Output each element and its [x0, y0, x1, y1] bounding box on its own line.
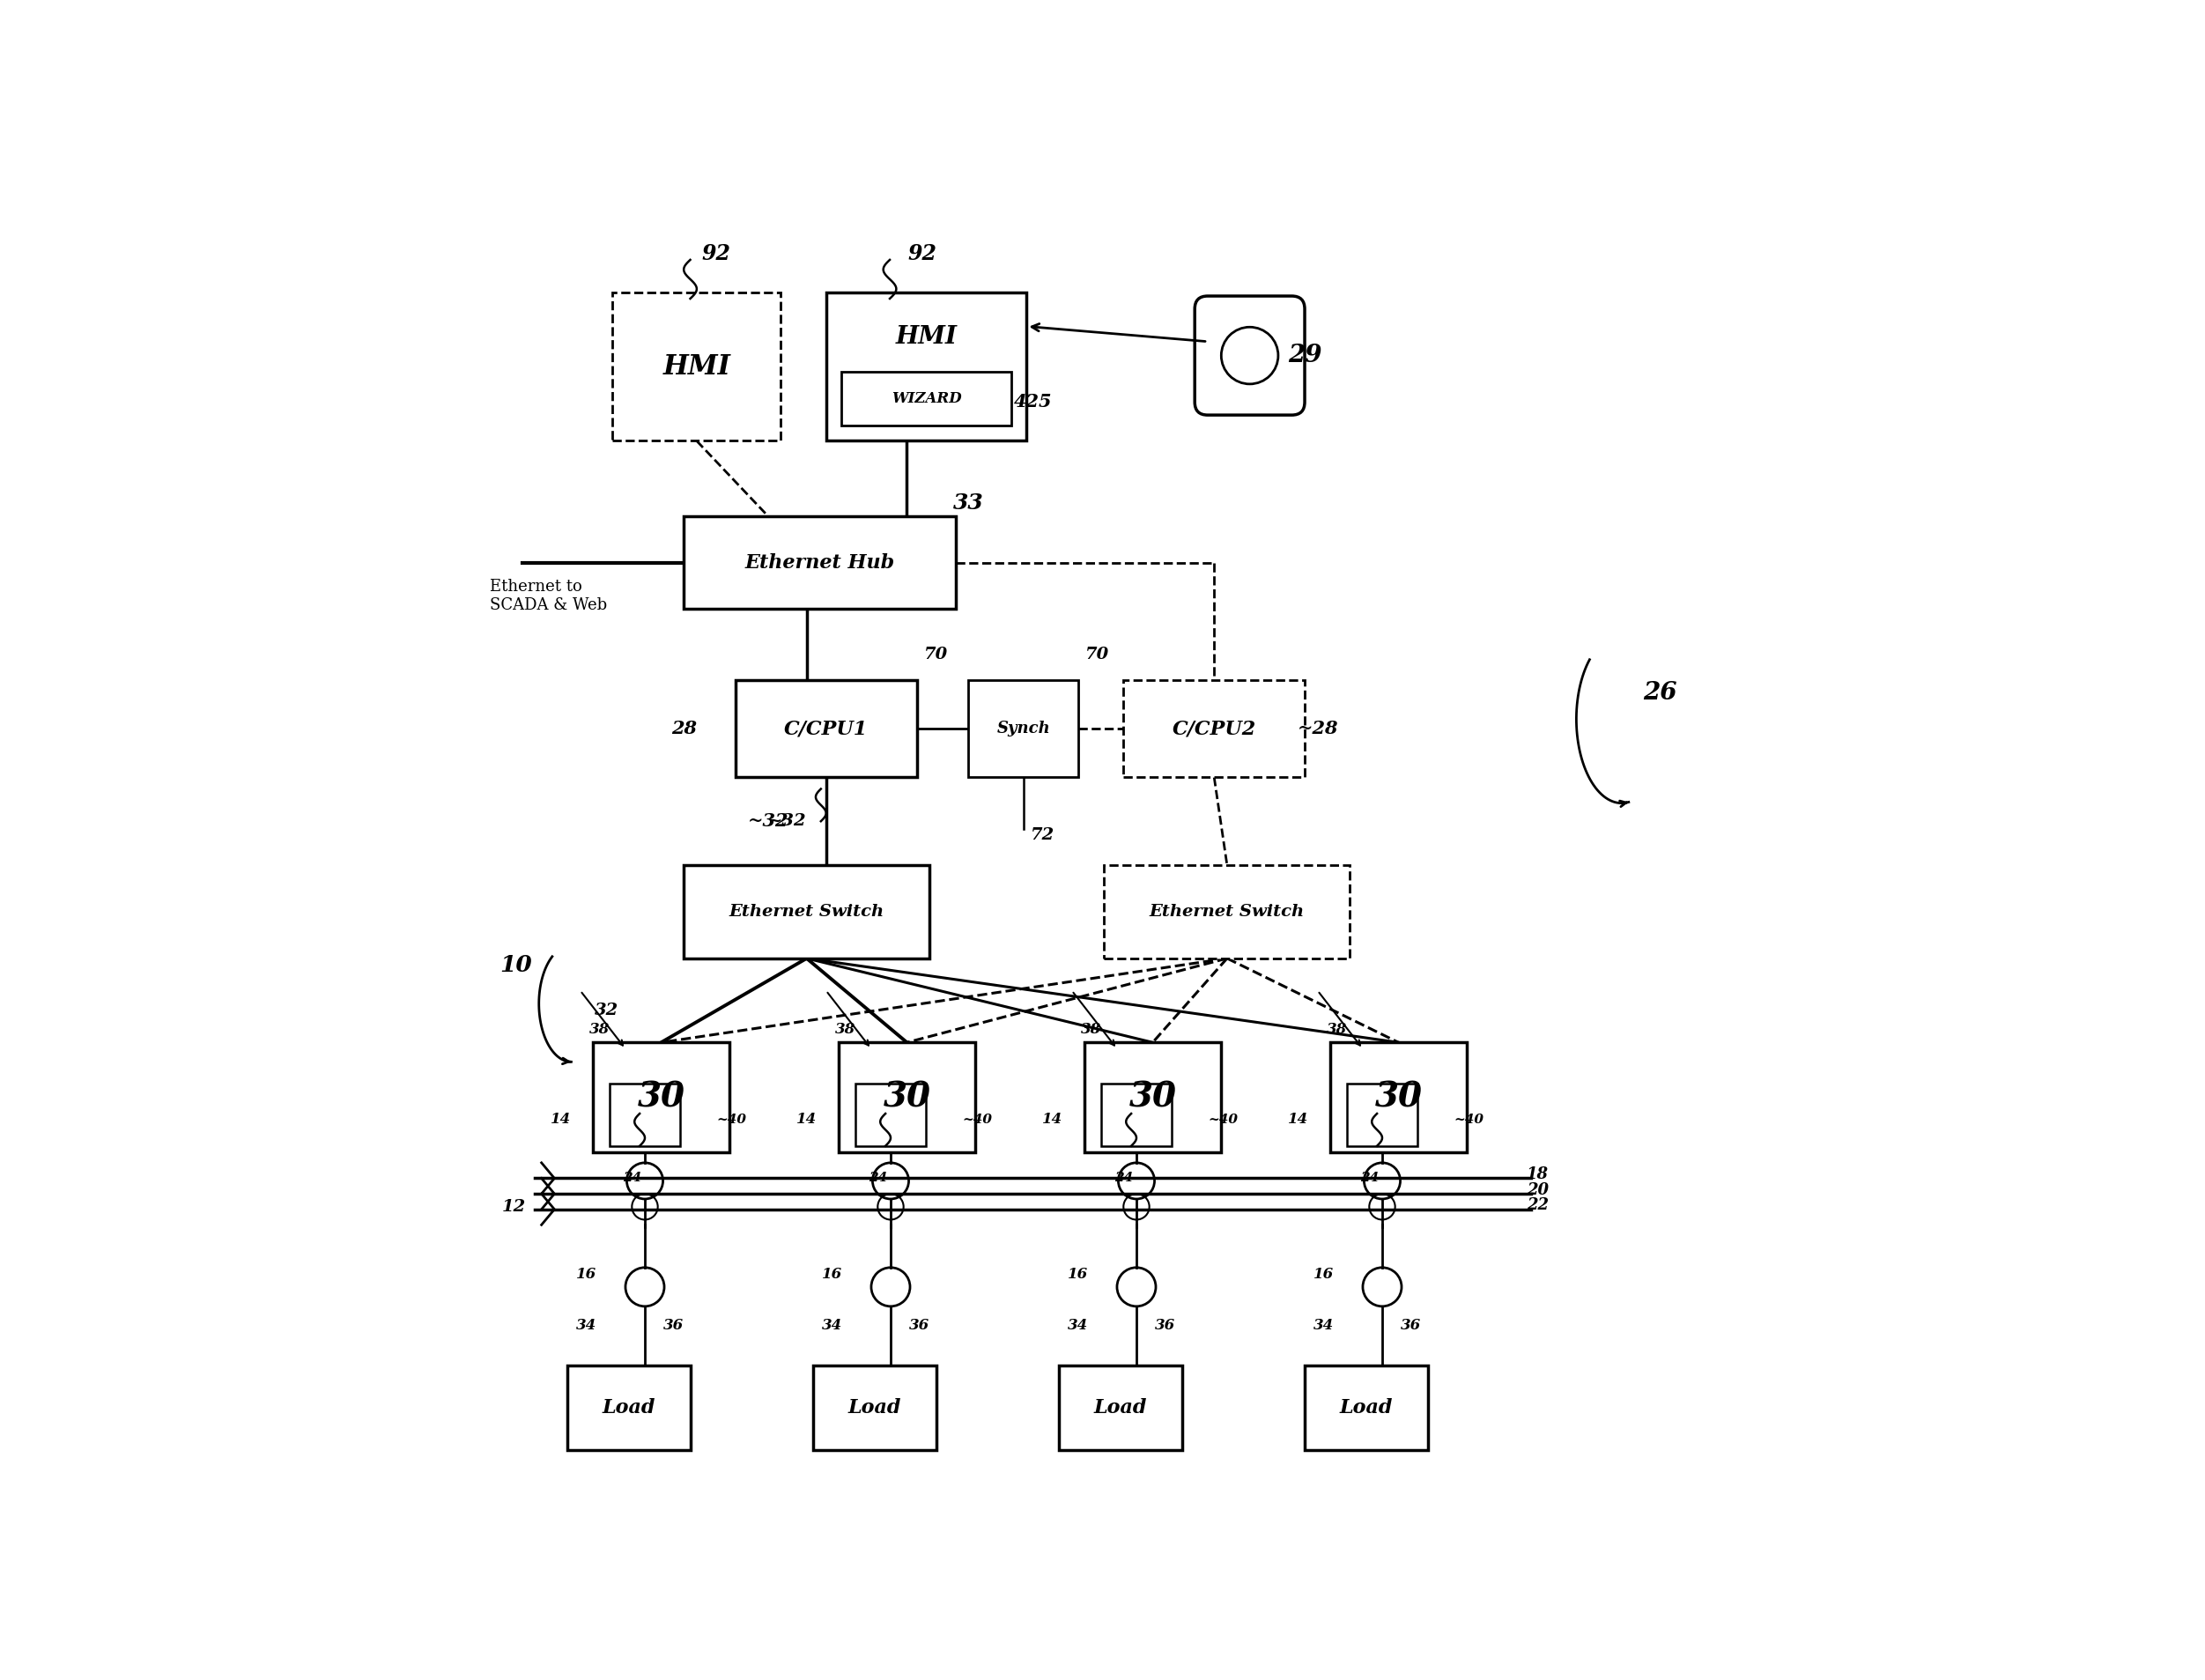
Text: 30: 30	[884, 1080, 931, 1114]
FancyBboxPatch shape	[840, 1042, 975, 1152]
Text: 34: 34	[822, 1319, 842, 1334]
Text: 38: 38	[589, 1021, 611, 1037]
Text: 34: 34	[1314, 1319, 1334, 1334]
Text: 12: 12	[503, 1200, 527, 1215]
FancyBboxPatch shape	[1125, 680, 1305, 778]
Text: 24: 24	[1360, 1173, 1378, 1184]
Text: 70: 70	[1085, 647, 1109, 662]
FancyBboxPatch shape	[1100, 1084, 1173, 1146]
Text: 70: 70	[924, 647, 948, 662]
Text: 14: 14	[1288, 1112, 1308, 1127]
Text: Load: Load	[1341, 1398, 1394, 1418]
FancyBboxPatch shape	[567, 1366, 690, 1450]
FancyBboxPatch shape	[827, 292, 1028, 440]
FancyBboxPatch shape	[1347, 1084, 1418, 1146]
Text: Ethernet Hub: Ethernet Hub	[745, 553, 895, 573]
Text: Load: Load	[1094, 1398, 1147, 1418]
Text: 72: 72	[1030, 828, 1054, 843]
Text: 16: 16	[576, 1267, 598, 1282]
Text: Ethernet to
SCADA & Web: Ethernet to SCADA & Web	[490, 580, 606, 613]
Text: HMI: HMI	[895, 324, 957, 349]
Text: 22: 22	[1526, 1198, 1548, 1213]
FancyBboxPatch shape	[842, 371, 1012, 425]
Text: 33: 33	[953, 492, 983, 514]
Text: ~40: ~40	[1453, 1114, 1484, 1126]
FancyBboxPatch shape	[613, 292, 781, 440]
Text: ~40: ~40	[1208, 1114, 1239, 1126]
FancyBboxPatch shape	[1305, 1366, 1427, 1450]
Text: 38: 38	[1080, 1021, 1102, 1037]
Text: 14: 14	[551, 1112, 571, 1127]
FancyBboxPatch shape	[609, 1084, 681, 1146]
Text: 14: 14	[796, 1112, 816, 1127]
FancyBboxPatch shape	[1085, 1042, 1222, 1152]
Text: ~32: ~32	[747, 813, 789, 830]
FancyBboxPatch shape	[1330, 1042, 1466, 1152]
Text: 34: 34	[576, 1319, 598, 1334]
FancyBboxPatch shape	[684, 516, 955, 610]
Text: 29: 29	[1288, 344, 1321, 368]
Text: ~32: ~32	[767, 813, 807, 830]
Text: 16: 16	[1067, 1267, 1089, 1282]
FancyBboxPatch shape	[856, 1084, 926, 1146]
Text: ~40: ~40	[961, 1114, 992, 1126]
Text: 14: 14	[1043, 1112, 1063, 1127]
Text: 26: 26	[1643, 682, 1678, 706]
Text: 92: 92	[908, 244, 937, 264]
Text: 24: 24	[869, 1173, 886, 1184]
Text: 36: 36	[664, 1319, 684, 1334]
Text: 16: 16	[1314, 1267, 1334, 1282]
Text: 30: 30	[637, 1080, 686, 1114]
Text: 24: 24	[622, 1173, 642, 1184]
FancyBboxPatch shape	[736, 680, 917, 778]
Text: HMI: HMI	[664, 353, 730, 380]
Text: 36: 36	[908, 1319, 928, 1334]
Text: 16: 16	[822, 1267, 842, 1282]
Text: Synch: Synch	[997, 721, 1050, 736]
Text: ~28: ~28	[1297, 721, 1338, 738]
Text: Load: Load	[602, 1398, 655, 1418]
FancyBboxPatch shape	[684, 865, 931, 958]
Text: 10: 10	[498, 954, 531, 976]
FancyBboxPatch shape	[968, 680, 1078, 778]
FancyBboxPatch shape	[1195, 296, 1305, 415]
Text: C/CPU1: C/CPU1	[785, 719, 869, 739]
Text: 36: 36	[1400, 1319, 1420, 1334]
Text: 20: 20	[1526, 1183, 1548, 1198]
FancyBboxPatch shape	[593, 1042, 730, 1152]
Text: 30: 30	[1129, 1080, 1177, 1114]
Text: 38: 38	[1327, 1021, 1347, 1037]
Text: 38: 38	[836, 1021, 856, 1037]
Text: Load: Load	[849, 1398, 902, 1418]
Text: 18: 18	[1526, 1166, 1548, 1183]
FancyBboxPatch shape	[814, 1366, 937, 1450]
Text: ~40: ~40	[717, 1114, 747, 1126]
Text: Ethernet Switch: Ethernet Switch	[1149, 904, 1305, 919]
Text: 34: 34	[1067, 1319, 1089, 1334]
Text: 36: 36	[1155, 1319, 1175, 1334]
Text: 92: 92	[701, 244, 730, 264]
Text: WIZARD: WIZARD	[891, 391, 961, 407]
Text: Ethernet Switch: Ethernet Switch	[730, 904, 884, 919]
Text: 30: 30	[1374, 1080, 1422, 1114]
Text: 24: 24	[1114, 1173, 1133, 1184]
FancyBboxPatch shape	[1058, 1366, 1182, 1450]
Text: 32: 32	[593, 1003, 617, 1018]
Text: 425: 425	[1014, 393, 1052, 412]
Text: C/CPU2: C/CPU2	[1173, 719, 1257, 739]
FancyBboxPatch shape	[1105, 865, 1349, 958]
Text: 28: 28	[670, 721, 697, 738]
